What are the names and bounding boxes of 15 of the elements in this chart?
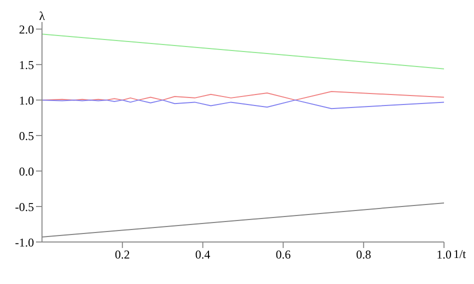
y-tick-label: 1.0 bbox=[19, 93, 34, 108]
x-tick-label: 0.6 bbox=[276, 248, 291, 262]
x-tick-label: 0.2 bbox=[114, 248, 130, 262]
line-series bbox=[42, 100, 444, 110]
x-axis-title: 1/t bbox=[453, 247, 467, 261]
y-tick-label: -0.5 bbox=[15, 200, 34, 214]
y-axis-title: λ bbox=[39, 9, 46, 23]
y-tick-label: 2.0 bbox=[19, 22, 34, 36]
y-tick-label: 0.0 bbox=[19, 164, 34, 178]
x-tick-label: 1.0 bbox=[436, 248, 452, 262]
x-tick-label: 0.8 bbox=[356, 248, 372, 262]
x-tick-label: 0.4 bbox=[195, 248, 210, 262]
y-tick-label: 0.5 bbox=[19, 128, 34, 143]
y-tick-label: -1.0 bbox=[15, 235, 34, 250]
y-tick-label: 1.5 bbox=[19, 58, 34, 72]
